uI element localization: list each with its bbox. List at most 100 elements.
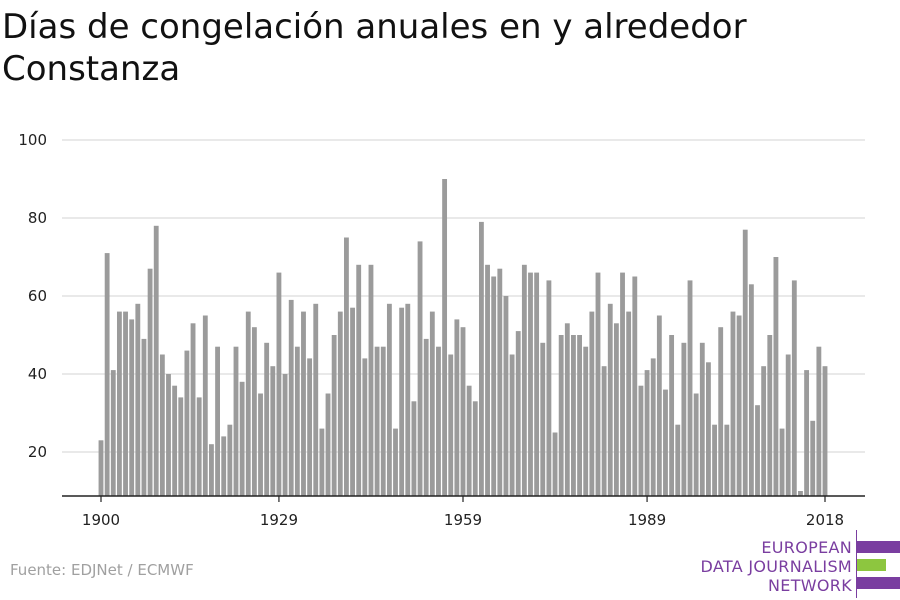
x-tick-label-1929: 1929 — [260, 511, 298, 529]
bar-1924 — [245, 311, 251, 496]
bar-1982 — [601, 366, 607, 496]
bar-1939 — [337, 311, 343, 496]
bar-1970 — [528, 272, 533, 496]
bar-1921 — [227, 424, 233, 496]
bar-1908 — [147, 268, 153, 496]
bars — [98, 179, 828, 497]
bar-1972 — [540, 342, 546, 496]
bar-1987 — [632, 276, 638, 496]
y-tick-label-60: 60 — [28, 287, 47, 305]
bar-1974 — [552, 432, 558, 496]
bar-1903 — [116, 311, 122, 496]
bar-1968 — [515, 331, 521, 496]
bar-1907 — [141, 338, 147, 496]
logo-bar-top — [857, 541, 900, 553]
bar-2016 — [810, 420, 816, 496]
bar-1937 — [325, 393, 331, 496]
bar-1975 — [558, 335, 564, 496]
bar-1989 — [644, 370, 650, 496]
bar-1932 — [294, 346, 300, 496]
bar-2010 — [773, 257, 779, 496]
bar-2017 — [816, 346, 822, 496]
chart-title: Días de congelación anuales en y alreded… — [2, 6, 882, 90]
bar-1999 — [706, 362, 711, 496]
bar-1911 — [166, 374, 171, 496]
bar-1904 — [123, 311, 128, 496]
bar-1949 — [399, 307, 405, 496]
bar-1984 — [613, 323, 619, 496]
bar-1950 — [405, 303, 411, 496]
bar-1990 — [650, 358, 656, 496]
bar-1965 — [497, 268, 503, 496]
bar-1923 — [239, 381, 245, 496]
bar-1902 — [110, 370, 116, 496]
bar-1918 — [209, 444, 214, 496]
bar-1919 — [215, 346, 220, 496]
bar-1961 — [472, 401, 478, 496]
bar-1943 — [362, 358, 368, 496]
bar-2018 — [822, 366, 828, 496]
bar-1998 — [699, 342, 705, 496]
bar-1992 — [663, 389, 668, 496]
bar-1933 — [301, 311, 306, 496]
bar-1962 — [478, 221, 484, 496]
bar-1976 — [564, 323, 570, 496]
bar-2013 — [791, 280, 797, 496]
bar-2012 — [785, 354, 791, 496]
bar-1960 — [466, 385, 472, 496]
bar-1958 — [454, 319, 460, 496]
bar-1920 — [221, 436, 227, 496]
bar-1954 — [429, 311, 435, 496]
bar-1912 — [172, 385, 178, 496]
bar-1997 — [693, 393, 699, 496]
bar-1940 — [344, 237, 349, 496]
y-tick-label-80: 80 — [28, 209, 47, 227]
bar-1934 — [307, 358, 313, 496]
bar-1945 — [374, 346, 380, 496]
bar-1909 — [153, 225, 159, 497]
logo-bar-middle — [857, 559, 886, 571]
bar-2009 — [767, 335, 773, 496]
bar-1973 — [546, 280, 552, 496]
bar-1952 — [417, 241, 423, 496]
source-note: Fuente: EDJNet / ECMWF — [10, 561, 194, 579]
bar-1955 — [436, 346, 441, 496]
bar-1951 — [411, 401, 417, 496]
bar-1935 — [313, 303, 319, 496]
bar-1917 — [202, 315, 208, 496]
bar-1901 — [104, 253, 110, 496]
bar-1963 — [485, 264, 490, 496]
bar-1991 — [656, 315, 662, 496]
bar-1929 — [276, 272, 282, 496]
bar-1948 — [393, 428, 398, 496]
bar-1980 — [589, 311, 595, 496]
bar-1922 — [233, 346, 239, 496]
bar-1936 — [319, 428, 325, 496]
x-tick-label-1959: 1959 — [444, 511, 482, 529]
x-tick-label-1900: 1900 — [82, 511, 120, 529]
bar-1996 — [687, 280, 693, 496]
bar-1985 — [620, 272, 625, 496]
bar-1947 — [386, 303, 392, 496]
bar-1946 — [380, 346, 386, 496]
bar-2006 — [748, 284, 754, 496]
bar-2004 — [736, 315, 742, 496]
y-tick-label-100: 100 — [18, 131, 47, 149]
bar-1981 — [595, 272, 601, 496]
bar-1900 — [98, 440, 104, 496]
bar-1964 — [491, 276, 497, 496]
bar-1928 — [270, 366, 276, 496]
edjnet-logo: EUROPEAN DATA JOURNALISM NETWORK — [700, 530, 900, 600]
bar-1979 — [583, 346, 589, 496]
bar-1941 — [350, 307, 355, 496]
bar-1966 — [503, 296, 509, 496]
bar-2002 — [724, 424, 730, 496]
bar-1983 — [607, 303, 613, 496]
bar-1956 — [442, 179, 448, 496]
x-tick-label-1989: 1989 — [628, 511, 666, 529]
bar-1944 — [368, 264, 374, 496]
bar-1978 — [577, 335, 582, 496]
bar-2015 — [804, 370, 810, 496]
bar-1969 — [521, 264, 527, 496]
